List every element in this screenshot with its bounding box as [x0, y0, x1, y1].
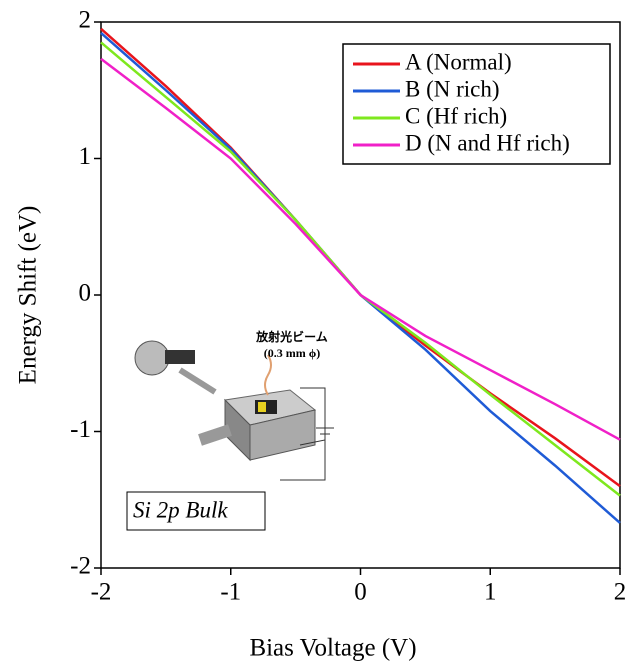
inset-apparatus — [134, 340, 334, 481]
y-tick-label: -1 — [70, 416, 91, 443]
legend-label: C (Hf rich) — [405, 103, 507, 128]
y-tick-label: 2 — [79, 7, 92, 34]
x-tick-label: 2 — [614, 579, 627, 606]
series-line — [100, 57, 621, 441]
inset-label: 放射光ビーム — [255, 329, 328, 344]
x-tick-label: -2 — [91, 579, 112, 606]
y-tick-label: 0 — [79, 280, 92, 307]
x-tick-label: 0 — [354, 579, 367, 606]
legend-label: A (Normal) — [405, 49, 512, 74]
legend-label: D (N and Hf rich) — [405, 130, 570, 155]
annotation-box — [126, 491, 266, 531]
x-tick-label: -1 — [220, 579, 241, 606]
legend-label: B (N rich) — [405, 76, 500, 101]
inset-label: (0.3 mm ϕ) — [264, 346, 320, 360]
y-tick-label: -2 — [70, 553, 91, 580]
x-axis-label: Bias Voltage (V) — [249, 635, 416, 662]
y-tick-label: 1 — [79, 143, 92, 170]
annotation: Si 2p Bulk — [133, 497, 228, 522]
y-axis-label: Energy Shift (eV) — [15, 206, 42, 385]
x-tick-label: 1 — [484, 579, 497, 606]
